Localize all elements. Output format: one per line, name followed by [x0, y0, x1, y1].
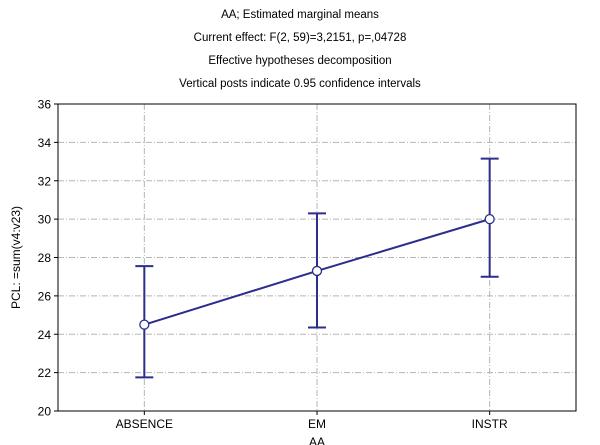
y-tick-label: 30	[38, 213, 52, 227]
y-tick-label: 24	[38, 328, 52, 342]
chart-subtitle-hypotheses: Effective hypotheses decomposition	[208, 55, 392, 67]
axis-layer: 20 22 24 26 28 30 32 34 36 ABSENCE EM INSTR	[38, 98, 508, 432]
x-axis-label: AA	[309, 435, 325, 445]
chart-subtitle-effect: Current effect: F(2, 59)=3,2151, p=,0472…	[193, 32, 407, 44]
x-tick-label: INSTR	[472, 417, 508, 431]
x-tick-label: ABSENCE	[116, 417, 173, 431]
y-tick-label: 32	[38, 174, 52, 188]
chart-title: AA; Estimated marginal means	[221, 9, 379, 21]
y-tick-label: 22	[38, 366, 52, 380]
mean-point-marker	[484, 213, 495, 225]
chart-subtitle-ci-note: Vertical posts indicate 0.95 confidence …	[179, 78, 421, 90]
y-tick-label: 34	[38, 136, 52, 150]
y-axis-label: PCL: =sum(v4:v23)	[9, 206, 23, 309]
y-tick-label: 28	[38, 251, 52, 265]
y-tick-label: 26	[38, 289, 52, 303]
y-tick-label: 36	[38, 98, 52, 112]
y-tick-label: 20	[38, 405, 52, 419]
mean-point-marker	[139, 319, 150, 330]
x-tick-label: EM	[308, 417, 326, 431]
mean-point-marker	[311, 265, 323, 277]
series-layer	[135, 157, 499, 379]
